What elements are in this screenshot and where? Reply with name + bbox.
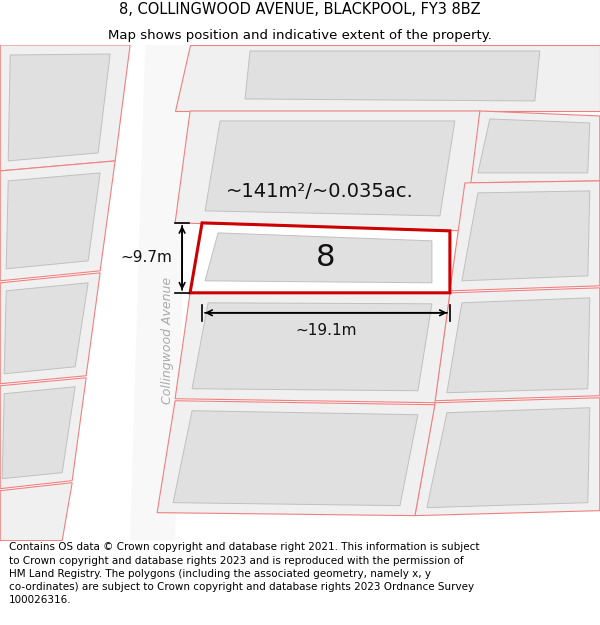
Polygon shape (6, 173, 100, 269)
Text: 8: 8 (316, 243, 336, 272)
Polygon shape (415, 398, 600, 516)
Polygon shape (478, 119, 590, 173)
Polygon shape (435, 288, 600, 401)
Text: Map shows position and indicative extent of the property.: Map shows position and indicative extent… (108, 29, 492, 42)
Text: Collingwood Avenue: Collingwood Avenue (161, 278, 173, 404)
Text: ~141m²/~0.035ac.: ~141m²/~0.035ac. (226, 182, 414, 201)
Text: 8, COLLINGWOOD AVENUE, BLACKPOOL, FY3 8BZ: 8, COLLINGWOOD AVENUE, BLACKPOOL, FY3 8B… (119, 2, 481, 18)
Polygon shape (175, 111, 480, 231)
Polygon shape (173, 411, 418, 506)
Polygon shape (175, 292, 450, 402)
Polygon shape (0, 482, 72, 541)
Polygon shape (157, 401, 435, 516)
Text: ~19.1m: ~19.1m (295, 322, 357, 338)
Polygon shape (245, 51, 540, 101)
Polygon shape (4, 283, 88, 374)
Polygon shape (447, 298, 590, 392)
Polygon shape (175, 45, 600, 111)
Polygon shape (192, 302, 432, 391)
Polygon shape (0, 273, 100, 384)
Text: Contains OS data © Crown copyright and database right 2021. This information is : Contains OS data © Crown copyright and d… (9, 542, 479, 605)
Polygon shape (0, 161, 115, 281)
Polygon shape (8, 54, 110, 161)
Polygon shape (427, 408, 590, 508)
Polygon shape (0, 378, 86, 489)
Polygon shape (0, 45, 130, 171)
Polygon shape (2, 387, 75, 479)
Polygon shape (462, 191, 590, 281)
Text: ~9.7m: ~9.7m (120, 251, 172, 266)
Polygon shape (465, 111, 600, 183)
Polygon shape (130, 45, 190, 541)
Polygon shape (205, 121, 455, 216)
Polygon shape (205, 233, 432, 283)
Polygon shape (450, 181, 600, 291)
